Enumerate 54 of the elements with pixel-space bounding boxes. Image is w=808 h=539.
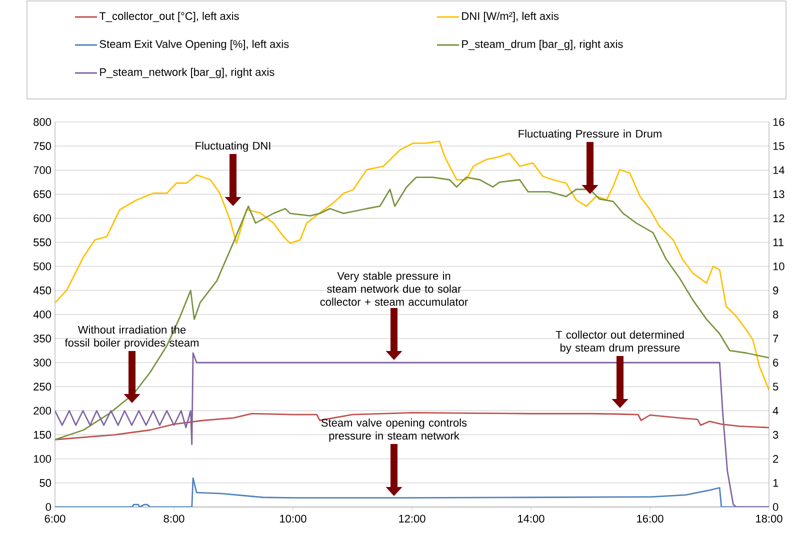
y2-tick-label: 13 (773, 190, 784, 198)
y-tick-label: 650 (34, 190, 52, 198)
y-tick-label: 150 (34, 430, 52, 439)
y-tick-label: 100 (34, 454, 52, 463)
x-tick-label: 16:00 (637, 514, 664, 523)
annotation: Steam valve opening controls pressure in steam network (321, 418, 467, 442)
x-tick-label: 12:00 (399, 514, 426, 523)
line-series (55, 412, 770, 440)
y2-tick-label: 7 (773, 334, 778, 342)
annotation: Fluctuating Pressure in Drum (518, 130, 662, 140)
annotation: Fluctuating DNI (196, 142, 270, 152)
line-series (55, 140, 770, 391)
legend-label: P_steam_drum [bar_g], right axis (462, 40, 623, 50)
x-tick-label: 14:00 (518, 514, 544, 523)
y-tick-label: 250 (34, 382, 52, 391)
y-tick-label: 750 (34, 142, 52, 150)
y2-tick-label: 11 (773, 238, 784, 246)
y2-tick-label: 2 (773, 455, 778, 463)
y2-tick-label: 8 (773, 310, 778, 318)
y-tick-label: 800 (34, 118, 52, 126)
y-tick-label: 450 (33, 286, 52, 294)
legend-label: T_collector_out [°C], left axis (99, 12, 239, 22)
y2-tick-label: 16 (773, 118, 784, 126)
y-tick-label: 200 (34, 406, 52, 415)
y2-tick-label: 10 (773, 262, 784, 270)
x-tick-label: 8:00 (164, 514, 184, 523)
annotation: Very stable pressure in steam network due to solar collector + steam accumulator (320, 272, 468, 306)
y2-tick-label: 5 (772, 382, 778, 391)
y-tick-label: 0 (46, 503, 52, 511)
y2-tick-label: 4 (772, 406, 778, 415)
legend-label: P_steam_network [bar_g], right axis (100, 68, 274, 78)
y2-tick-label: 0 (772, 503, 778, 511)
y-tick-label: 600 (34, 214, 52, 222)
legend-label: Steam Exit Valve Opening [%], left axis (100, 40, 289, 50)
x-tick-label: 6:00 (44, 514, 66, 523)
line-series (55, 176, 770, 440)
legend-label: DNI [W/m²], left axis (462, 12, 559, 22)
x-tick-label: 18:00 (756, 514, 782, 523)
y2-tick-label: 3 (772, 430, 778, 439)
y2-tick-label: 15 (773, 142, 784, 150)
y2-tick-label: 6 (773, 358, 778, 367)
x-tick-label: 10:00 (280, 514, 306, 523)
y-tick-label: 350 (34, 334, 52, 342)
y2-tick-label: 14 (773, 166, 784, 174)
y-tick-label: 300 (34, 358, 52, 367)
y2-tick-label: 12 (773, 214, 784, 222)
y2-tick-label: 1 (773, 479, 778, 487)
y-tick-label: 400 (33, 310, 52, 318)
annotation: T collector out determined by steam drum pressure (556, 330, 684, 354)
y-tick-label: 700 (34, 166, 52, 174)
y2-tick-label: 9 (773, 286, 778, 294)
y-tick-label: 550 (34, 238, 52, 246)
y-tick-label: 500 (34, 262, 52, 270)
y-tick-label: 50 (40, 479, 52, 487)
